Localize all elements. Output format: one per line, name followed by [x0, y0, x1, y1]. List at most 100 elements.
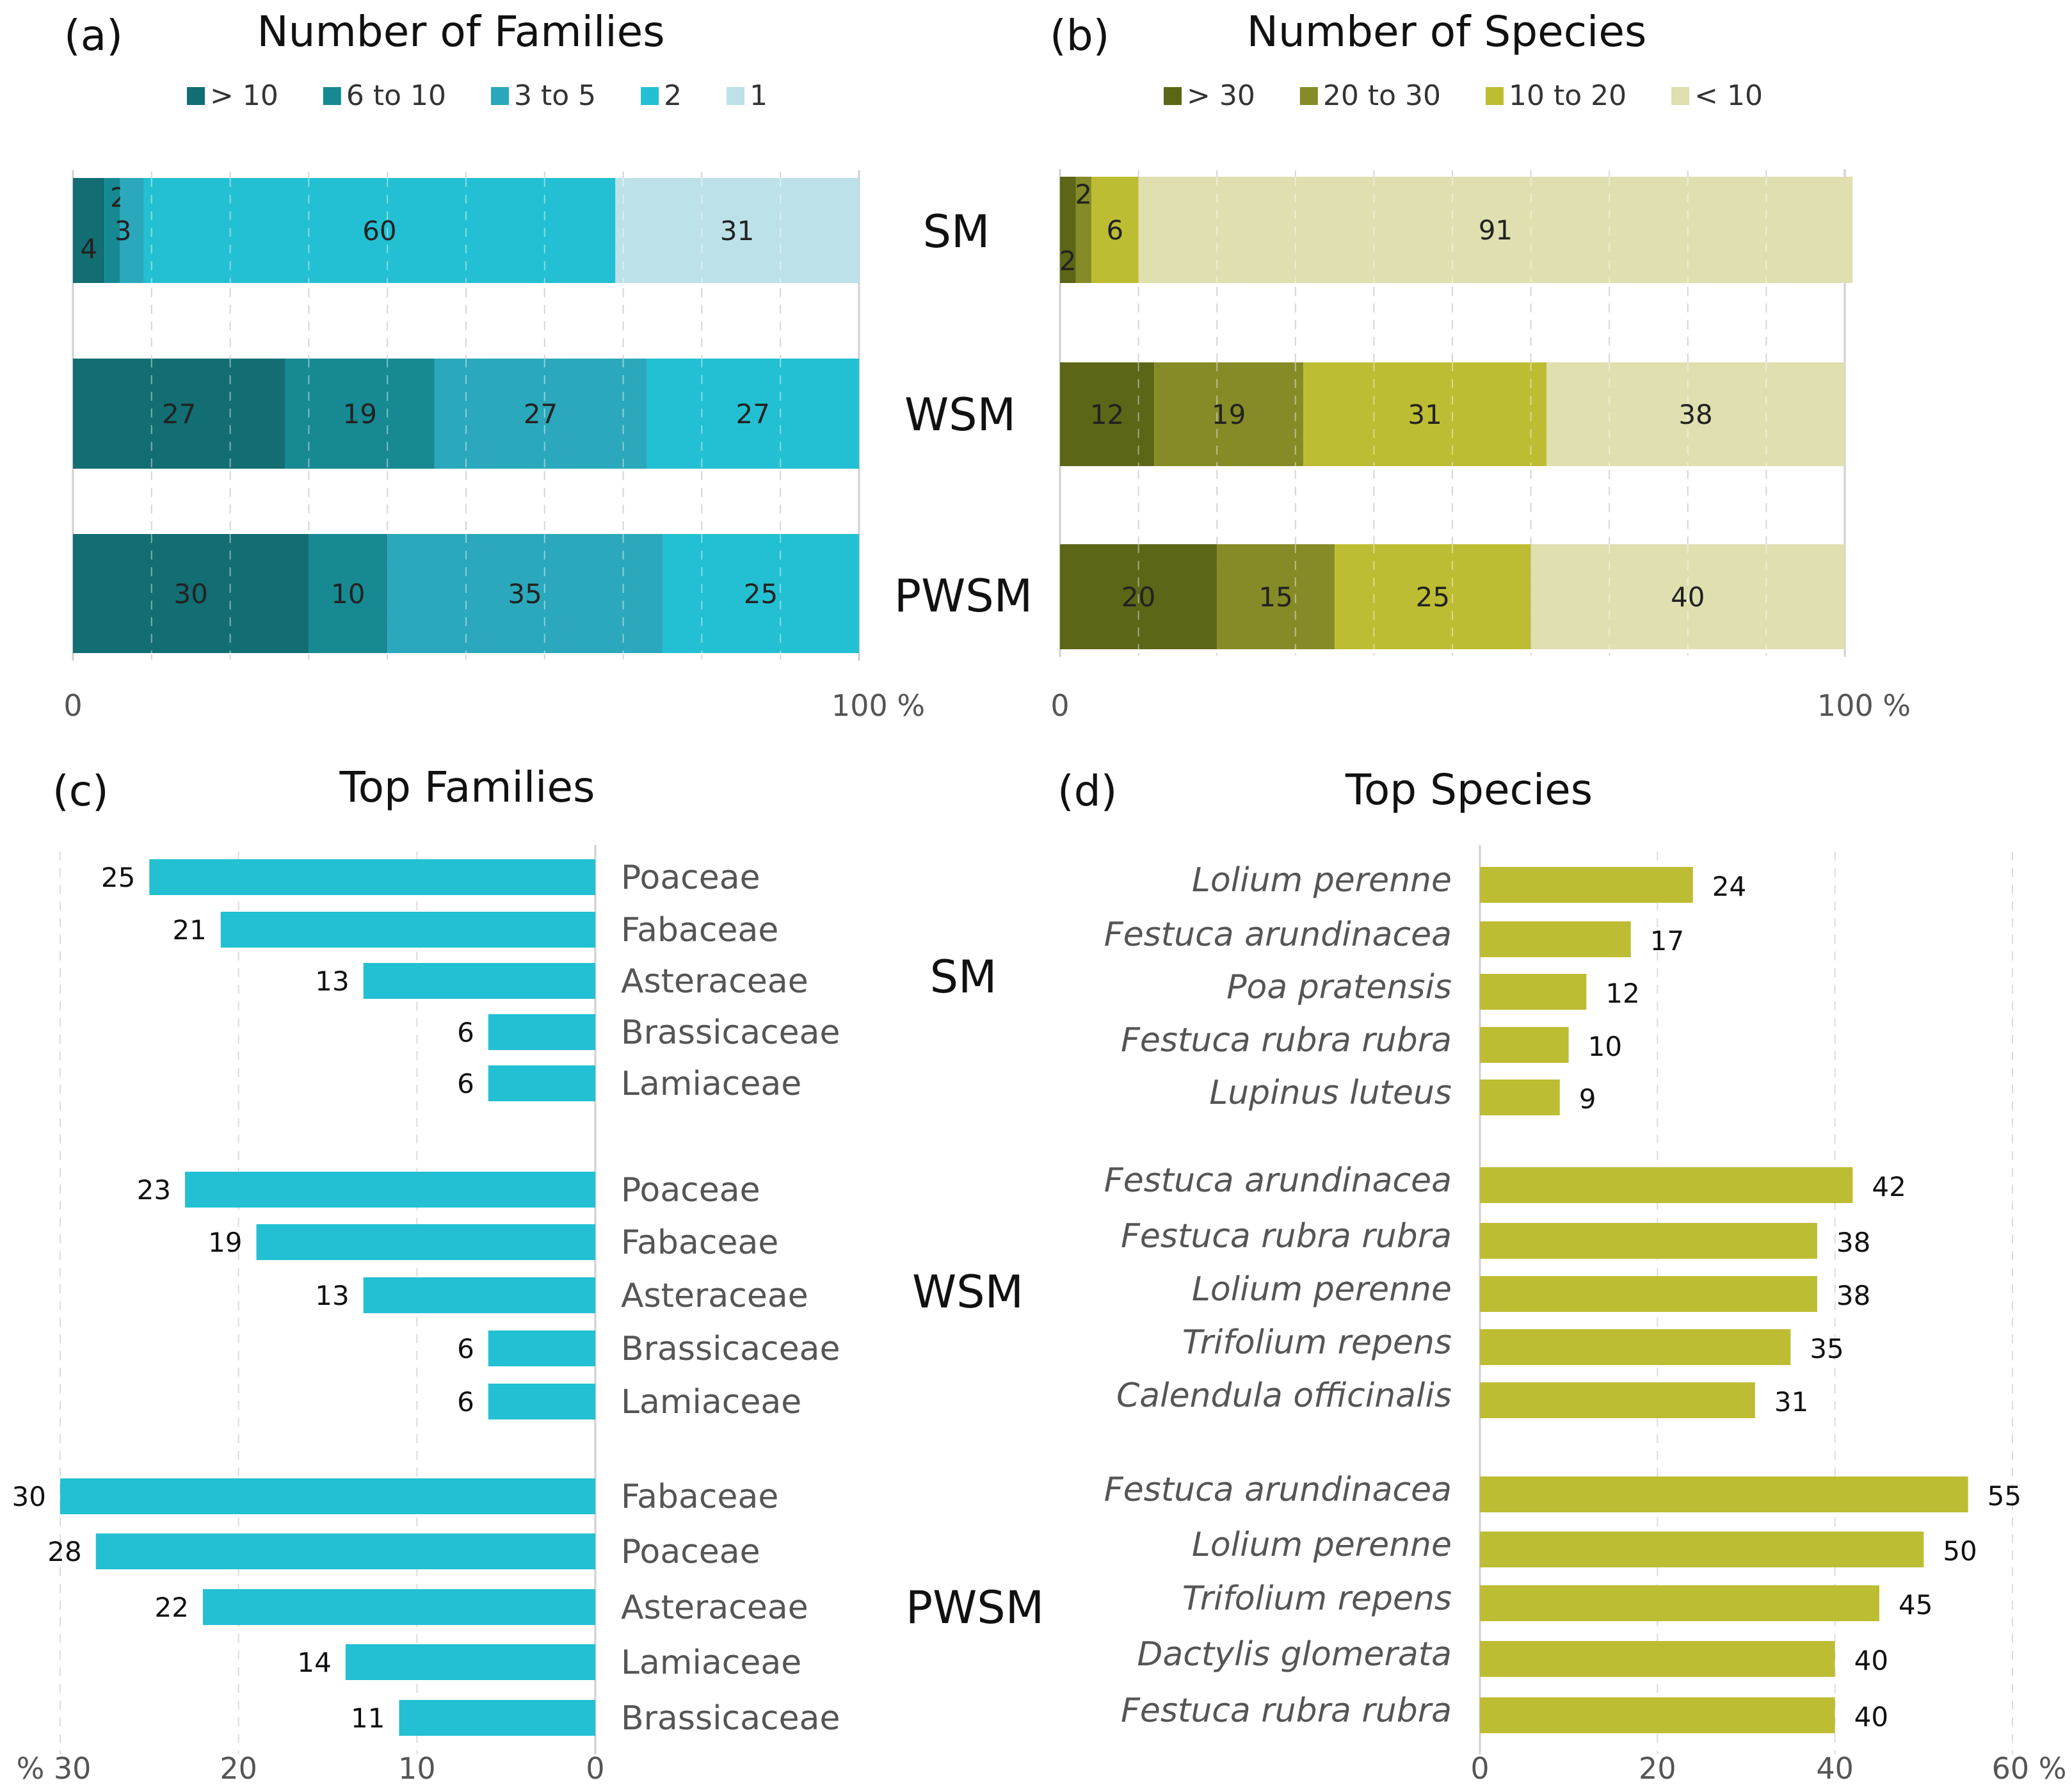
- species-label-festuca-rubra-rubra: Festuca rubra rubra: [1121, 1217, 1452, 1256]
- data-label-pwsm-10-to-20: 25: [1416, 581, 1450, 613]
- species-label-dactylis-glomerata: Dactylis glomerata: [1137, 1635, 1452, 1674]
- bar-wsm-calendula-officinalis: [1480, 1382, 1755, 1418]
- bar-wsm-trifolium-repens: [1480, 1329, 1791, 1365]
- data-label-pwsm-20-to-30: 15: [1258, 581, 1292, 613]
- data-label-sm-lamiaceae: 6: [457, 1068, 474, 1099]
- panel-d-title: Top Species: [1345, 765, 1593, 814]
- data-label-wsm-2: 27: [735, 398, 769, 430]
- data-label-sm-2: 60: [362, 215, 396, 247]
- category-label-brassicaceae: Brassicaceae: [621, 1330, 840, 1368]
- species-label-poa-pratensis: Poa pratensis: [1226, 968, 1452, 1007]
- data-label-pwsm-trifolium-repens: 45: [1899, 1589, 1932, 1621]
- category-label-fabaceae: Fabaceae: [621, 1478, 778, 1516]
- bar-sm-lolium-perenne: [1480, 867, 1693, 903]
- site-label-wsm: WSM: [904, 389, 1016, 441]
- bar-wsm-3-to-5: [434, 359, 647, 469]
- category-label-brassicaceae: Brassicaceae: [621, 1699, 840, 1738]
- category-label-poaceae: Poaceae: [621, 1171, 760, 1209]
- data-label-wsm-trifolium-repens: 35: [1810, 1333, 1843, 1364]
- legend-swatch-2: [641, 87, 659, 105]
- data-label-pwsm-fabaceae: 30: [12, 1481, 46, 1512]
- data-label-sm-10-to-20: 6: [1106, 214, 1123, 246]
- bar-sm-20-to-30: [1075, 177, 1092, 283]
- bar-wsm-festuca-rubra-rubra: [1480, 1223, 1817, 1259]
- data-label-pwsm-2: 25: [744, 578, 778, 610]
- bar-wsm-poaceae: [185, 1172, 596, 1208]
- species-label-lolium-perenne: Lolium perenne: [1192, 861, 1452, 900]
- legend-label-6-to-10: 6 to 10: [346, 79, 446, 112]
- data-label-pwsm-brassicaceae: 11: [351, 1702, 385, 1734]
- bar-sm-brassicaceae: [488, 1014, 595, 1050]
- x-tick-label: 100 %: [831, 688, 925, 723]
- x-tick-label: 0: [1470, 1751, 1489, 1786]
- data-label-wsm-brassicaceae: 6: [457, 1333, 474, 1364]
- category-label-brassicaceae: Brassicaceae: [621, 1014, 840, 1052]
- data-label-wsm-6-to-10: 19: [342, 398, 376, 430]
- site-labels-top: SM WSM PWSM: [894, 206, 1032, 622]
- bar-sm-30: [1060, 177, 1076, 283]
- bar-pwsm-10: [73, 534, 309, 653]
- species-label-trifolium-repens: Trifolium repens: [1182, 1580, 1452, 1618]
- x-tick-label: 20: [220, 1751, 257, 1786]
- bar-wsm-10: [1546, 362, 1845, 466]
- legend-label-30: > 30: [1187, 79, 1255, 112]
- bar-pwsm-festuca-arundinacea: [1480, 1476, 1968, 1512]
- data-label-wsm-poaceae: 23: [137, 1174, 171, 1206]
- bar-wsm-lamiaceae: [488, 1384, 595, 1419]
- bar-sm-lupinus-luteus: [1480, 1079, 1560, 1115]
- x-tick-label: 0: [63, 688, 82, 723]
- panel-a: (a) Number of Families > 10 6 to 10 3 to 5 2 1…: [63, 7, 925, 723]
- bar-sm-asteraceae: [363, 963, 595, 999]
- category-label-poaceae: Poaceae: [621, 1533, 760, 1571]
- data-label-sm-asteraceae: 13: [315, 966, 349, 997]
- data-label-sm-30: 2: [1059, 245, 1077, 277]
- bar-sm-6-to-10: [104, 178, 120, 283]
- bar-pwsm-10: [1530, 544, 1845, 649]
- bar-pwsm-6-to-10: [309, 534, 388, 653]
- x-tick-label: 0: [1050, 688, 1069, 723]
- legend-swatch-20-to-30: [1299, 87, 1318, 105]
- legend-swatch-6-to-10: [323, 87, 341, 105]
- bar-pwsm-asteraceae: [202, 1589, 595, 1625]
- category-label-asteraceae: Asteraceae: [621, 962, 808, 1001]
- bar-wsm-brassicaceae: [488, 1330, 595, 1366]
- bar-pwsm-trifolium-repens: [1480, 1585, 1879, 1621]
- panel-b-letter: (b): [1050, 11, 1109, 60]
- bar-wsm-festuca-arundinacea: [1480, 1167, 1853, 1203]
- x-tick-label: % 30: [17, 1751, 92, 1786]
- bar-pwsm-festuca-rubra-rubra: [1480, 1697, 1835, 1733]
- bar-wsm-20-to-30: [1154, 362, 1304, 466]
- bar-pwsm-dactylis-glomerata: [1480, 1641, 1835, 1677]
- bar-sm-1: [615, 178, 859, 283]
- species-label-calendula-officinalis: Calendula officinalis: [1116, 1377, 1452, 1415]
- x-tick-label: 40: [1816, 1751, 1854, 1786]
- site-label-wsm: WSM: [912, 1266, 1024, 1318]
- category-label-poaceae: Poaceae: [621, 859, 760, 897]
- species-label-lolium-perenne: Lolium perenne: [1192, 1526, 1452, 1564]
- bar-pwsm-30: [1060, 544, 1217, 649]
- data-label-sm-3-to-5: 3: [115, 215, 132, 247]
- data-label-wsm-festuca-rubra-rubra: 38: [1836, 1227, 1870, 1258]
- data-label-sm-poa-pratensis: 12: [1605, 978, 1639, 1009]
- data-label-wsm-lamiaceae: 6: [457, 1386, 474, 1418]
- site-label-pwsm: PWSM: [906, 1581, 1044, 1634]
- panel-a-title: Number of Families: [257, 7, 664, 56]
- bar-wsm-30: [1060, 362, 1155, 466]
- species-label-festuca-arundinacea: Festuca arundinacea: [1104, 1161, 1452, 1200]
- species-label-festuca-arundinacea: Festuca arundinacea: [1104, 1471, 1452, 1509]
- species-label-lupinus-luteus: Lupinus luteus: [1209, 1074, 1452, 1112]
- data-label-pwsm-festuca-arundinacea: 55: [1988, 1480, 2021, 1512]
- data-label-wsm-30: 12: [1090, 399, 1124, 430]
- bar-sm-10: [1138, 177, 1853, 283]
- species-label-lolium-perenne: Lolium perenne: [1192, 1270, 1452, 1309]
- bar-pwsm-10-to-20: [1335, 544, 1531, 649]
- data-label-sm-10: 4: [80, 233, 97, 264]
- site-labels-bottom: SM WSM PWSM: [906, 951, 1044, 1634]
- data-label-pwsm-lolium-perenne: 50: [1943, 1535, 1977, 1567]
- data-label-pwsm-10: 40: [1671, 581, 1705, 613]
- data-label-sm-festuca-rubra-rubra: 10: [1588, 1031, 1622, 1062]
- data-label-wsm-fabaceae: 19: [208, 1227, 242, 1258]
- legend-swatch-1: [727, 87, 745, 105]
- category-label-lamiaceae: Lamiaceae: [621, 1644, 801, 1682]
